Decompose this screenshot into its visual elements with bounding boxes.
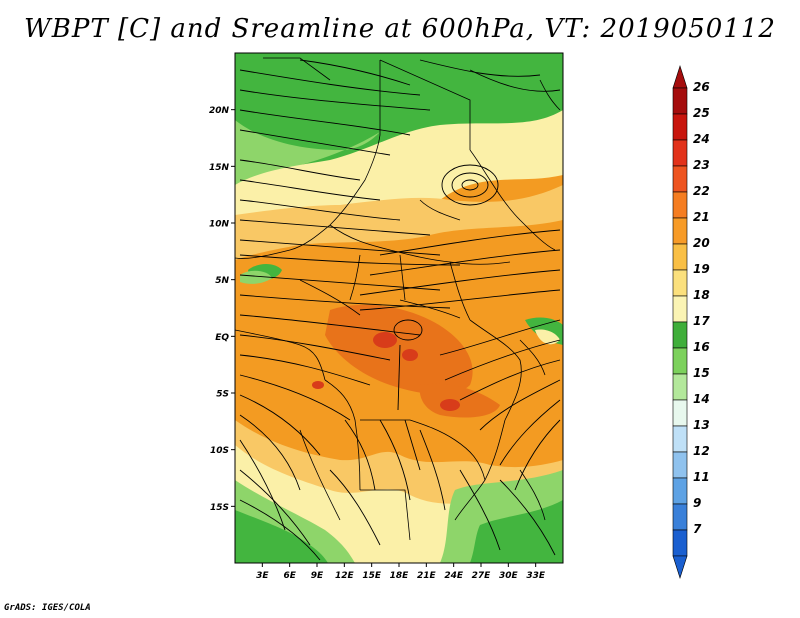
red-spot-2 [402, 349, 418, 361]
colorbar-label: 14 [693, 392, 710, 406]
colorbar-segment [672, 503, 688, 531]
colorbar-segment [672, 529, 688, 557]
colorbar-bottom-arrow [672, 555, 688, 579]
lon-tick-label: 6E [283, 571, 296, 581]
red-spot-3 [440, 399, 460, 411]
colorbar-label: 16 [693, 340, 710, 354]
lon-tick-label: 3E [256, 571, 269, 581]
red-spot-4 [312, 381, 324, 389]
colorbar-label: 22 [693, 184, 710, 198]
lat-tick-label: 20N [209, 106, 230, 116]
colorbar-segment [672, 191, 688, 219]
lat-tick-label: 15N [209, 163, 230, 173]
red-spot-1 [373, 332, 397, 348]
colorbar-segment [672, 451, 688, 479]
colorbar-label: 9 [693, 496, 701, 510]
lat-tick-label: 5S [216, 390, 229, 400]
colorbar-label: 17 [693, 314, 710, 328]
colorbar-label: 13 [693, 418, 710, 432]
lon-tick-label: 27E [472, 571, 492, 581]
colorbar-segment [672, 477, 688, 505]
lon-tick-label: 18E [390, 571, 410, 581]
colorbar-segment [672, 217, 688, 245]
colorbar-segment [672, 139, 688, 167]
chart-title: WBPT [C] and Sreamline at 600hPa, VT: 20… [24, 14, 776, 44]
colorbar-label: 7 [693, 522, 702, 536]
lon-tick-label: 33E [526, 571, 546, 581]
lat-tick-label: EQ [215, 333, 229, 343]
colorbar-segment [672, 321, 688, 349]
pale-patch-east [535, 329, 560, 345]
colorbar-label: 18 [693, 288, 710, 302]
green-dark-southeast [470, 500, 563, 563]
colorbar-segment [672, 373, 688, 401]
lat-tick-label: 5N [215, 276, 229, 286]
map-area [235, 53, 563, 563]
lon-tick-label: 12E [335, 571, 355, 581]
pale-region-north [235, 110, 563, 225]
colorbar-segment [672, 269, 688, 297]
lon-tick-label: 30E [499, 571, 519, 581]
colorbar-label: 11 [693, 470, 710, 484]
colorbar-segment [672, 399, 688, 427]
lon-tick-label: 21E [417, 571, 437, 581]
streamlines [239, 59, 561, 561]
colorbar-label: 12 [693, 444, 710, 458]
lon-tick-label: 24E [444, 571, 464, 581]
colorbar-label: 23 [693, 158, 710, 172]
colorbar-segment [672, 165, 688, 193]
grads-credit: GrADS: IGES/COLA [4, 603, 91, 613]
colorbar-segment [672, 425, 688, 453]
colorbar-label: 24 [693, 132, 710, 146]
colorbar-segment [672, 87, 688, 115]
colorbar-label: 20 [693, 236, 710, 250]
colorbar-label: 15 [693, 366, 710, 380]
lon-tick-label: 9E [311, 571, 324, 581]
colorbar-segment [672, 295, 688, 323]
country-borders [235, 57, 561, 541]
lat-tick-label: 15S [210, 503, 229, 513]
colorbar-segment [672, 347, 688, 375]
colorbar-top-arrow [672, 65, 688, 89]
latitude-axis: 20N 15N 10N 5N EQ 5S 10S 15S [209, 106, 235, 513]
lakes [393, 319, 423, 471]
dark-orange-center [325, 304, 473, 395]
lat-tick-label: 10N [209, 220, 230, 230]
longitude-axis: 3E 6E 9E 12E 15E 18E 21E 24E 27E 30E 33E [256, 563, 546, 581]
dark-orange-east [419, 383, 500, 418]
green-dark-southwest [235, 510, 328, 563]
lat-tick-label: 10S [210, 446, 229, 456]
lon-tick-label: 15E [362, 571, 382, 581]
colorbar-label: 25 [693, 106, 710, 120]
colorbar-label: 26 [693, 80, 710, 94]
colorbar-segment [672, 243, 688, 271]
colorbar-label: 21 [693, 210, 710, 224]
light-green-west [240, 270, 272, 284]
colorbar: 26 25 24 23 22 21 20 19 18 17 16 15 14 13 12 11 9 7 [672, 65, 710, 579]
colorbar-segment [672, 113, 688, 141]
colorbar-label: 19 [693, 262, 710, 276]
